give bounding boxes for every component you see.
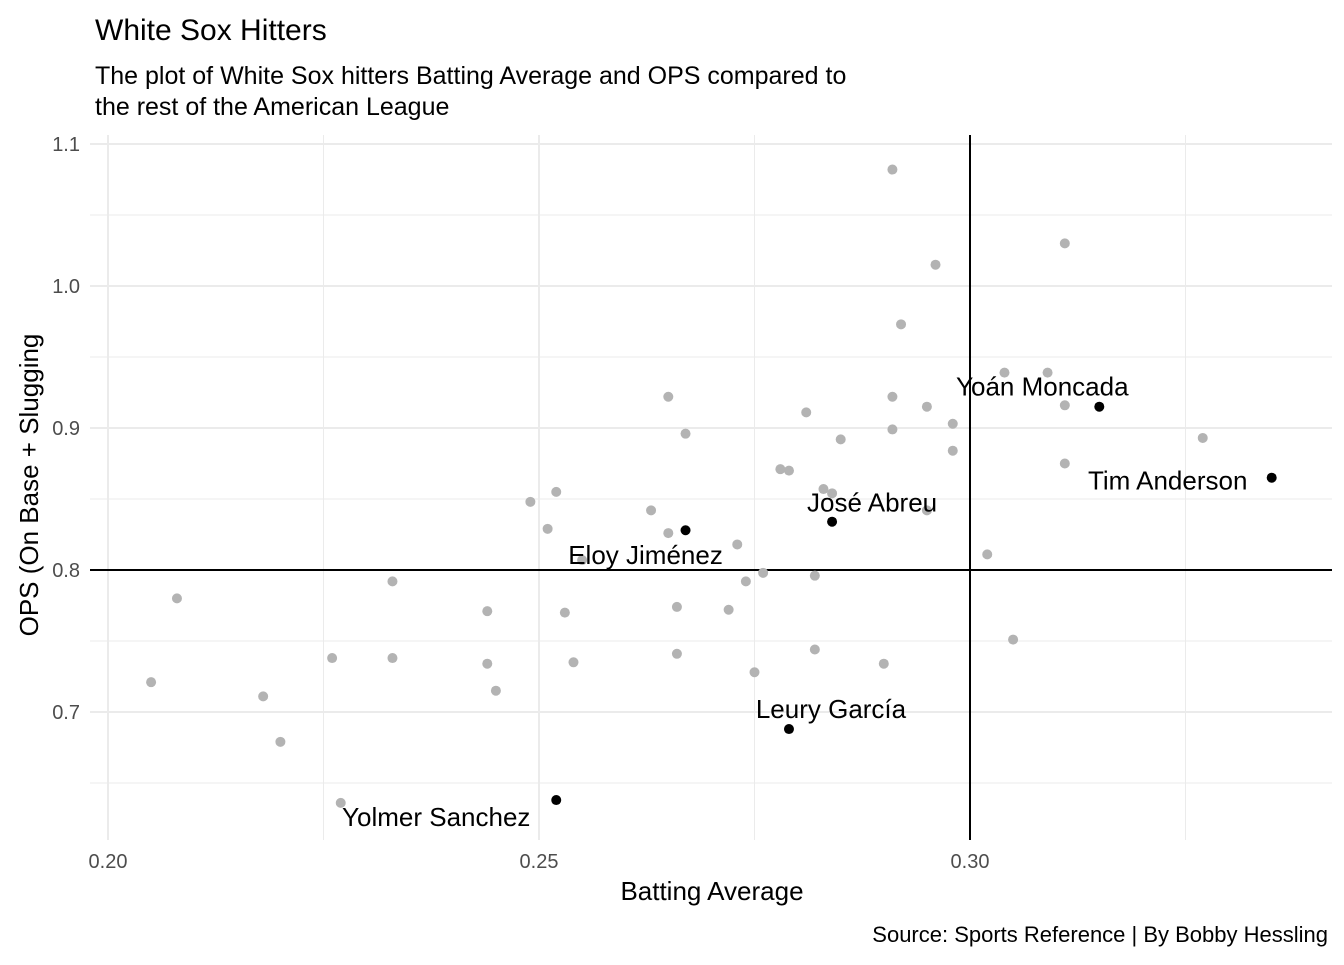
- league-point: [887, 424, 898, 435]
- player-label: Leury García: [756, 694, 907, 724]
- league-point: [258, 691, 269, 702]
- league-point: [577, 555, 588, 566]
- x-axis-title: Batting Average: [620, 876, 803, 906]
- player-label: Yolmer Sanchez: [342, 802, 530, 832]
- white-sox-point: [1266, 472, 1277, 483]
- white-sox-points: [551, 401, 1277, 806]
- league-point: [947, 445, 958, 456]
- league-point: [783, 465, 794, 476]
- league-point: [387, 576, 398, 587]
- league-point: [275, 736, 286, 747]
- reference-lines: [90, 135, 1332, 840]
- league-point: [999, 367, 1010, 378]
- league-point: [921, 401, 932, 412]
- league-point: [525, 496, 536, 507]
- white-sox-point: [1094, 401, 1105, 412]
- league-point: [542, 523, 553, 534]
- league-point: [482, 658, 493, 669]
- player-label: Eloy Jiménez: [568, 540, 723, 570]
- player-label: Yoán Moncada: [956, 372, 1129, 402]
- league-point: [749, 667, 760, 678]
- league-point: [835, 434, 846, 445]
- league-point: [1059, 458, 1070, 469]
- player-label: José Abreu: [807, 488, 937, 518]
- league-point: [947, 418, 958, 429]
- y-tick-label: 1.1: [52, 134, 80, 156]
- league-point: [827, 488, 838, 499]
- y-tick-label: 1.0: [52, 276, 80, 298]
- chart-subtitle-line-2: the rest of the American League: [95, 93, 449, 121]
- league-point: [680, 428, 691, 439]
- league-point: [1042, 367, 1053, 378]
- league-point: [887, 391, 898, 402]
- league-point: [671, 601, 682, 612]
- league-point: [146, 677, 157, 688]
- league-point: [887, 164, 898, 175]
- league-point: [732, 539, 743, 550]
- chart-caption: Source: Sports Reference | By Bobby Hess…: [872, 922, 1328, 947]
- league-point: [896, 319, 907, 330]
- league-point: [775, 464, 786, 475]
- chart-subtitle-line-1: The plot of White Sox hitters Batting Av…: [95, 62, 846, 90]
- league-point: [171, 593, 182, 604]
- white-sox-point: [551, 795, 562, 806]
- axis-tick-labels: 0.20 0.25 0.30 0.7 0.8 0.9 1.0 1.1: [52, 134, 989, 873]
- league-point: [740, 576, 751, 587]
- x-tick-label: 0.25: [520, 851, 559, 873]
- white-sox-point: [827, 516, 838, 527]
- y-tick-label: 0.7: [52, 702, 80, 724]
- white-sox-point: [783, 724, 794, 735]
- league-point: [646, 505, 657, 516]
- league-point: [663, 391, 674, 402]
- league-point: [568, 657, 579, 668]
- league-point: [801, 407, 812, 418]
- league-points: [146, 164, 1208, 808]
- y-tick-label: 0.8: [52, 560, 80, 582]
- x-tick-label: 0.30: [951, 851, 990, 873]
- league-point: [930, 259, 941, 270]
- league-point: [1059, 238, 1070, 249]
- chart-title: White Sox Hitters: [95, 14, 327, 47]
- league-point: [663, 528, 674, 539]
- league-point: [921, 505, 932, 516]
- league-point: [878, 658, 889, 669]
- league-point: [551, 486, 562, 497]
- league-point: [809, 644, 820, 655]
- league-point: [671, 648, 682, 659]
- league-point: [387, 653, 398, 664]
- league-point: [1197, 432, 1208, 443]
- league-point: [723, 604, 734, 615]
- player-labels: Yoán Moncada Tim Anderson José Abreu Eloy J…: [342, 372, 1247, 832]
- league-point: [335, 797, 346, 808]
- league-point: [1008, 634, 1019, 645]
- league-point: [758, 567, 769, 578]
- white-sox-point: [680, 525, 691, 536]
- league-point: [559, 607, 570, 618]
- league-point: [809, 570, 820, 581]
- y-tick-label: 0.9: [52, 418, 80, 440]
- league-point: [1059, 400, 1070, 411]
- league-point: [982, 549, 993, 560]
- league-point: [482, 606, 493, 617]
- league-point: [490, 685, 501, 696]
- x-tick-label: 0.20: [89, 851, 128, 873]
- league-point: [327, 653, 338, 664]
- league-point: [818, 484, 829, 495]
- y-axis-title: OPS (On Base + Slugging: [14, 334, 44, 637]
- player-label: Tim Anderson: [1088, 466, 1247, 496]
